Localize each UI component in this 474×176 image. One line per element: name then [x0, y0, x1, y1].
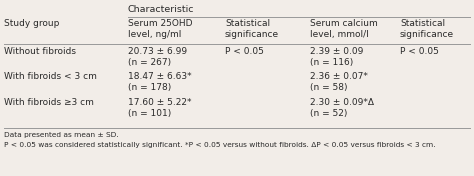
Text: With fibroids ≥3 cm: With fibroids ≥3 cm	[4, 98, 94, 107]
Text: 2.39 ± 0.09
(n = 116): 2.39 ± 0.09 (n = 116)	[310, 47, 364, 67]
Text: 2.36 ± 0.07*
(n = 58): 2.36 ± 0.07* (n = 58)	[310, 72, 368, 92]
Text: Characteristic: Characteristic	[128, 5, 194, 14]
Text: Study group: Study group	[4, 19, 59, 28]
Text: P < 0.05: P < 0.05	[400, 47, 439, 56]
Text: P < 0.05 was considered statistically significant. *P < 0.05 versus without fibr: P < 0.05 was considered statistically si…	[4, 142, 436, 148]
Text: With fibroids < 3 cm: With fibroids < 3 cm	[4, 72, 97, 81]
Text: P < 0.05: P < 0.05	[225, 47, 264, 56]
Text: 20.73 ± 6.99
(n = 267): 20.73 ± 6.99 (n = 267)	[128, 47, 187, 67]
Text: Without fibroids: Without fibroids	[4, 47, 76, 56]
Text: Statistical
significance: Statistical significance	[225, 19, 279, 39]
Text: 17.60 ± 5.22*
(n = 101): 17.60 ± 5.22* (n = 101)	[128, 98, 191, 118]
Text: Serum calcium
level, mmol/l: Serum calcium level, mmol/l	[310, 19, 378, 39]
Text: Statistical
significance: Statistical significance	[400, 19, 454, 39]
Text: Data presented as mean ± SD.: Data presented as mean ± SD.	[4, 132, 118, 138]
Text: 2.30 ± 0.09*Δ
(n = 52): 2.30 ± 0.09*Δ (n = 52)	[310, 98, 374, 118]
Text: 18.47 ± 6.63*
(n = 178): 18.47 ± 6.63* (n = 178)	[128, 72, 191, 92]
Text: Serum 25OHD
level, ng/ml: Serum 25OHD level, ng/ml	[128, 19, 192, 39]
